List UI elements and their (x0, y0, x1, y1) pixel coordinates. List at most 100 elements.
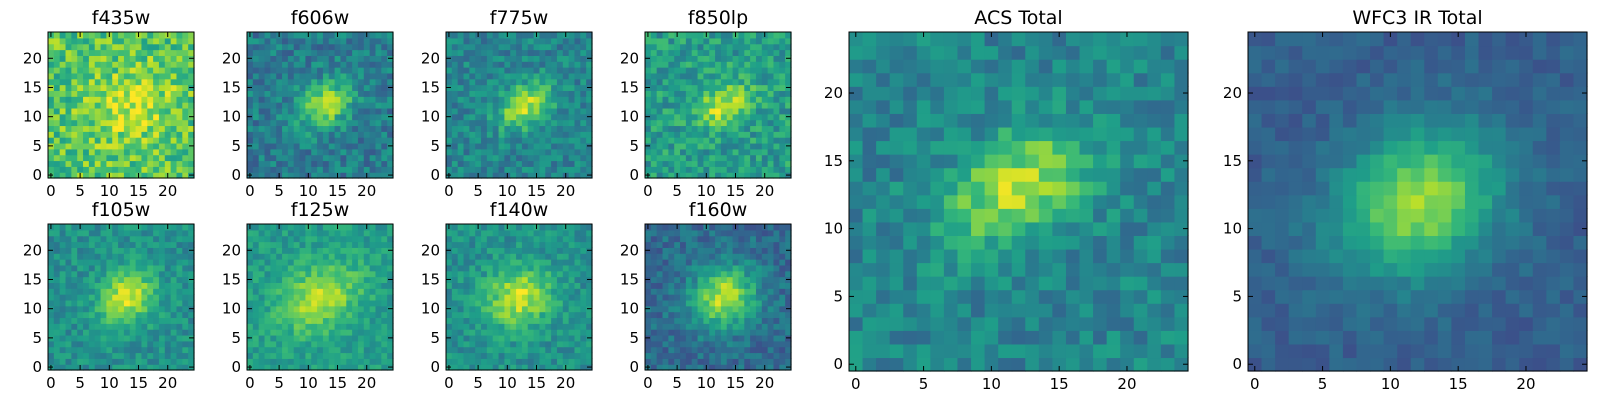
heatmap-cell (363, 334, 371, 342)
heatmap-cell (521, 119, 529, 127)
heatmap-cell (264, 78, 271, 86)
heatmap-cell (469, 276, 476, 283)
heatmap-cell (293, 148, 301, 156)
heatmap-cell (574, 49, 581, 56)
heatmap-cell (451, 288, 459, 295)
heatmap-cell (340, 311, 347, 319)
heatmap-cell (346, 148, 353, 156)
heatmap-cell (247, 131, 254, 138)
heatmap-cell (732, 358, 740, 365)
heatmap-cell (188, 125, 195, 132)
heatmap-cell (645, 78, 652, 86)
heatmap-cell (182, 241, 189, 248)
heatmap-cell (317, 67, 324, 74)
heatmap-cell (492, 72, 500, 80)
heatmap-cell (299, 119, 306, 127)
heatmap-cell (668, 323, 675, 330)
heatmap-cell (767, 137, 775, 144)
heatmap-cell (276, 49, 283, 56)
heatmap-cell (750, 72, 757, 80)
heatmap-cell (779, 84, 786, 91)
heatmap-cell (305, 264, 312, 272)
heatmap-cell (481, 270, 488, 278)
heatmap-cell (357, 148, 365, 156)
heatmap-cell (311, 299, 318, 307)
heatmap-cell (533, 37, 541, 45)
heatmap-cell (486, 241, 494, 248)
heatmap-cell (100, 96, 107, 103)
heatmap-cell (182, 288, 189, 295)
heatmap-cell (662, 323, 669, 330)
heatmap-cell (691, 96, 699, 103)
heatmap-cell (469, 323, 476, 330)
heatmap-cell (352, 299, 359, 307)
heatmap-cell (276, 131, 283, 138)
heatmap-cell (299, 317, 306, 324)
heatmap-cell (53, 224, 61, 231)
heatmap-cell (317, 276, 324, 283)
heatmap-cell (662, 358, 669, 365)
heatmap-cell (662, 352, 669, 359)
heatmap-cell (357, 78, 365, 86)
heatmap-cell (516, 270, 523, 278)
heatmap-cell (674, 125, 681, 132)
heatmap-cell (446, 154, 453, 162)
heatmap-cell (83, 340, 90, 348)
heatmap-cell (135, 43, 143, 51)
x-tick-label: 10 (697, 182, 716, 200)
heatmap-cell (53, 247, 61, 254)
heatmap-cell (100, 247, 107, 254)
heatmap-cell (556, 166, 564, 173)
heatmap-cell (346, 131, 353, 138)
heatmap-cell (685, 125, 693, 132)
heatmap-cell (299, 107, 306, 115)
heatmap-cell (287, 224, 295, 231)
heatmap-cell (668, 160, 675, 167)
heatmap-cell (340, 72, 347, 80)
heatmap-cell (726, 154, 734, 162)
heatmap-cell (53, 317, 61, 324)
heatmap-cell (568, 160, 576, 167)
heatmap-cell (562, 67, 570, 74)
heatmap-cell (83, 67, 90, 74)
heatmap-cell (387, 259, 394, 266)
heatmap-cell (282, 43, 289, 51)
heatmap-cell (293, 282, 301, 289)
heatmap-cell (574, 317, 581, 324)
heatmap-cell (135, 72, 143, 80)
heatmap-cell (556, 229, 564, 237)
heatmap-cell (545, 142, 552, 150)
heatmap-cell (346, 352, 353, 359)
heatmap-cell (118, 253, 125, 260)
heatmap-cell (123, 84, 131, 91)
heatmap-cell (586, 72, 593, 80)
heatmap-cell (264, 49, 271, 56)
heatmap-cell (556, 55, 564, 62)
heatmap-cell (551, 364, 558, 371)
heatmap-cell (662, 43, 669, 51)
heatmap-cell (650, 311, 658, 319)
heatmap-cell (299, 329, 306, 336)
heatmap-cell (299, 113, 306, 121)
heatmap-cell (340, 299, 347, 307)
heatmap-cell (574, 119, 581, 127)
heatmap-cell (457, 125, 465, 132)
heatmap-cell (504, 78, 511, 86)
heatmap-cell (486, 294, 494, 301)
heatmap-cell (486, 84, 494, 91)
heatmap-cell (586, 43, 593, 51)
heatmap-cell (258, 160, 266, 167)
heatmap-cell (305, 131, 312, 138)
heatmap-cell (533, 317, 541, 324)
heatmap-cell (486, 107, 494, 115)
heatmap-cell (785, 299, 792, 307)
heatmap-cell (83, 102, 90, 109)
heatmap-cell (188, 352, 195, 359)
heatmap-cell (357, 323, 365, 330)
heatmap-cell (352, 78, 359, 86)
heatmap-cell (562, 160, 570, 167)
heatmap-cell (387, 125, 394, 132)
heatmap-cell (457, 282, 465, 289)
heatmap-cell (346, 264, 353, 272)
heatmap-cell (311, 288, 318, 295)
